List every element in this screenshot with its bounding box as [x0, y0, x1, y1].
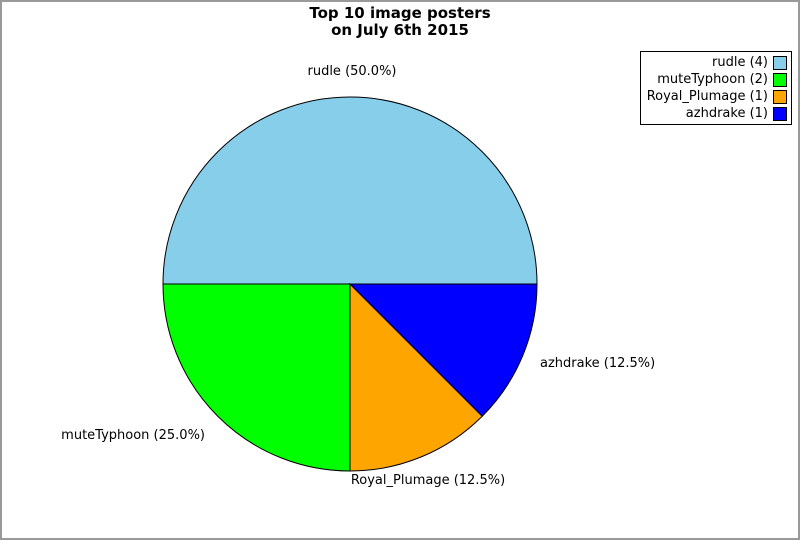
legend-label-Royal_Plumage: Royal_Plumage (1) [646, 89, 768, 104]
legend-row: muteTyphoon (2) [645, 71, 787, 88]
slice-label-muteTyphoon: muteTyphoon (25.0%) [61, 428, 205, 443]
legend-label-azhdrake: azhdrake (1) [685, 106, 768, 121]
legend-label-rudle: rudle (4) [712, 55, 768, 70]
legend-swatch-rudle [773, 55, 787, 70]
legend-swatch-azhdrake [773, 106, 787, 121]
pie-slice-rudle [162, 96, 538, 285]
pie-slice-Royal_Plumage [349, 282, 483, 472]
slice-label-rudle: rudle (50.0%) [307, 64, 397, 79]
pie-slice-azhdrake [348, 283, 538, 417]
legend-swatch-Royal_Plumage [773, 89, 787, 104]
slice-label-Royal_Plumage: Royal_Plumage (12.5%) [350, 473, 506, 488]
legend: rudle (4) muteTyphoon (2) Royal_Plumage … [640, 51, 792, 125]
chart-title-line2: on July 6th 2015 [331, 21, 469, 39]
legend-row: azhdrake (1) [645, 105, 787, 122]
slice-label-azhdrake: azhdrake (12.5%) [540, 356, 656, 371]
pie-slice-muteTyphoon [162, 283, 351, 472]
legend-row: Royal_Plumage (1) [645, 88, 787, 105]
legend-label-muteTyphoon: muteTyphoon (2) [657, 72, 768, 87]
legend-swatch-muteTyphoon [773, 72, 787, 87]
chart-title-line1: Top 10 image posters [309, 4, 491, 22]
chart-title: Top 10 image posters on July 6th 2015 [2, 5, 798, 39]
legend-row: rudle (4) [645, 54, 787, 71]
